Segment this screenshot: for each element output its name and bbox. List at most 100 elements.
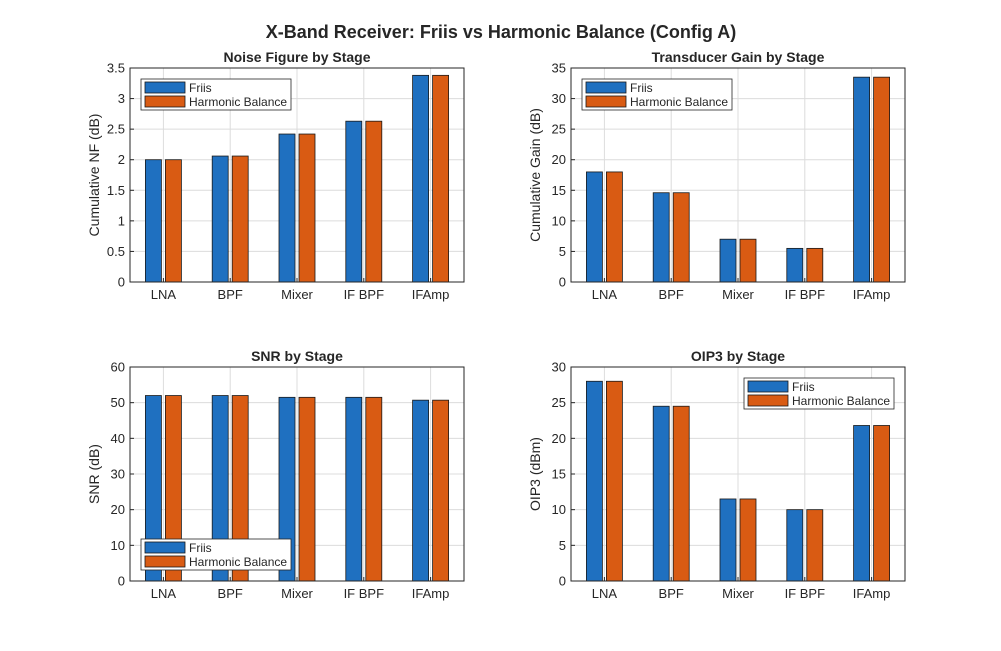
bar-harmonic-balance-lna <box>606 380 623 582</box>
bar-harmonic-balance-bpf <box>672 192 690 283</box>
bar-harmonic-balance-mixer <box>739 498 757 582</box>
y-tick-label: 20 <box>552 431 566 446</box>
x-tick-label: IF BPF <box>344 586 385 601</box>
bar-harmonic-balance-ifamp <box>432 399 450 582</box>
y-tick-label: 2 <box>118 152 125 167</box>
y-tick-label: 5 <box>559 244 566 259</box>
x-tick-label: Mixer <box>722 287 754 302</box>
y-axis-label: OIP3 (dBm) <box>527 437 543 511</box>
y-tick-label: 60 <box>111 360 125 375</box>
bar-harmonic-balance-if-bpf <box>806 247 824 283</box>
y-axis-label: Cumulative Gain (dB) <box>527 108 543 242</box>
x-tick-label: Mixer <box>281 586 313 601</box>
subplot-title: Transducer Gain by Stage <box>652 49 825 65</box>
y-tick-label: 25 <box>552 395 566 410</box>
x-tick-label: IF BPF <box>785 287 826 302</box>
x-tick-label: IF BPF <box>344 287 385 302</box>
x-tick-label: LNA <box>592 586 618 601</box>
legend-swatch-friis <box>144 541 186 554</box>
y-tick-label: 10 <box>552 213 566 228</box>
bar-harmonic-balance-ifamp <box>873 76 890 283</box>
bar-friis-ifamp <box>412 74 430 283</box>
bar-friis-lna <box>586 171 603 283</box>
x-tick-label: IFAmp <box>853 287 891 302</box>
bar-friis-lna <box>586 380 603 582</box>
legend-label-harmonic-balance: Harmonic Balance <box>630 95 728 109</box>
bar-friis-ifamp <box>412 399 430 582</box>
y-tick-label: 1 <box>118 213 125 228</box>
bar-friis-if-bpf <box>345 396 363 582</box>
legend-swatch-friis <box>144 81 186 94</box>
x-tick-label: IFAmp <box>412 287 450 302</box>
y-tick-label: 30 <box>552 360 566 375</box>
y-tick-label: 35 <box>552 61 566 76</box>
bar-friis-mixer <box>719 238 737 283</box>
x-tick-label: LNA <box>592 287 618 302</box>
y-axis-label: Cumulative NF (dB) <box>86 114 102 237</box>
x-tick-label: BPF <box>218 586 243 601</box>
y-tick-label: 5 <box>559 538 566 553</box>
bar-friis-bpf <box>211 155 229 283</box>
bar-harmonic-balance-if-bpf <box>365 396 383 582</box>
bar-harmonic-balance-ifamp <box>873 425 890 582</box>
bar-friis-if-bpf <box>786 247 804 283</box>
legend-swatch-harmonic-balance <box>747 394 789 407</box>
legend-swatch-harmonic-balance <box>585 95 627 108</box>
legend-label-harmonic-balance: Harmonic Balance <box>189 95 287 109</box>
x-tick-label: BPF <box>659 287 684 302</box>
bar-harmonic-balance-lna <box>606 171 623 283</box>
legend-swatch-friis <box>747 380 789 393</box>
y-tick-label: 10 <box>552 502 566 517</box>
x-tick-label: BPF <box>218 287 243 302</box>
x-tick-label: IFAmp <box>412 586 450 601</box>
legend-swatch-harmonic-balance <box>144 555 186 568</box>
bar-friis-ifamp <box>853 76 870 283</box>
y-tick-label: 0 <box>118 574 125 589</box>
subplot-2: 0 5 10 15 20 25 30 35 LNA BPF Mixer IF BPF IFAmp Tran… <box>527 49 906 302</box>
bar-friis-lna <box>144 159 162 283</box>
x-tick-label: IF BPF <box>785 586 826 601</box>
bar-harmonic-balance-ifamp <box>432 74 450 283</box>
legend-label-friis: Friis <box>189 541 212 555</box>
y-tick-label: 30 <box>111 467 125 482</box>
y-tick-label: 1.5 <box>107 183 125 198</box>
bar-harmonic-balance-if-bpf <box>365 120 383 283</box>
x-tick-label: Mixer <box>722 586 754 601</box>
legend-swatch-friis <box>585 81 627 94</box>
x-tick-label: Mixer <box>281 287 313 302</box>
y-tick-label: 50 <box>111 395 125 410</box>
subplot-title: SNR by Stage <box>251 348 343 364</box>
bar-friis-ifamp <box>853 425 870 582</box>
x-tick-label: LNA <box>151 287 177 302</box>
y-tick-label: 25 <box>552 122 566 137</box>
bar-harmonic-balance-bpf <box>672 405 690 582</box>
y-tick-label: 0 <box>559 574 566 589</box>
y-tick-label: 20 <box>552 152 566 167</box>
bar-friis-bpf <box>652 405 670 582</box>
y-tick-label: 15 <box>552 183 566 198</box>
figure-title: X-Band Receiver: Friis vs Harmonic Balan… <box>266 22 736 42</box>
legend-label-friis: Friis <box>189 81 212 95</box>
bar-friis-bpf <box>652 192 670 283</box>
subplot-title: Noise Figure by Stage <box>223 49 370 65</box>
bar-friis-if-bpf <box>786 509 804 582</box>
y-tick-label: 30 <box>552 91 566 106</box>
bar-friis-mixer <box>278 133 296 283</box>
x-tick-label: LNA <box>151 586 177 601</box>
bar-friis-if-bpf <box>345 120 363 283</box>
x-tick-label: IFAmp <box>853 586 891 601</box>
subplot-1: 0 0.5 1 1.5 2 2.5 3 3.5 LNA BPF Mixer IF BPF IFAmp No… <box>86 49 465 302</box>
y-tick-label: 3.5 <box>107 61 125 76</box>
legend-swatch-harmonic-balance <box>144 95 186 108</box>
bar-harmonic-balance-mixer <box>298 133 316 283</box>
legend-label-friis: Friis <box>630 81 653 95</box>
legend-label-harmonic-balance: Harmonic Balance <box>189 555 287 569</box>
y-axis-label: SNR (dB) <box>86 444 102 504</box>
y-tick-label: 20 <box>111 502 125 517</box>
y-tick-label: 0 <box>118 275 125 290</box>
